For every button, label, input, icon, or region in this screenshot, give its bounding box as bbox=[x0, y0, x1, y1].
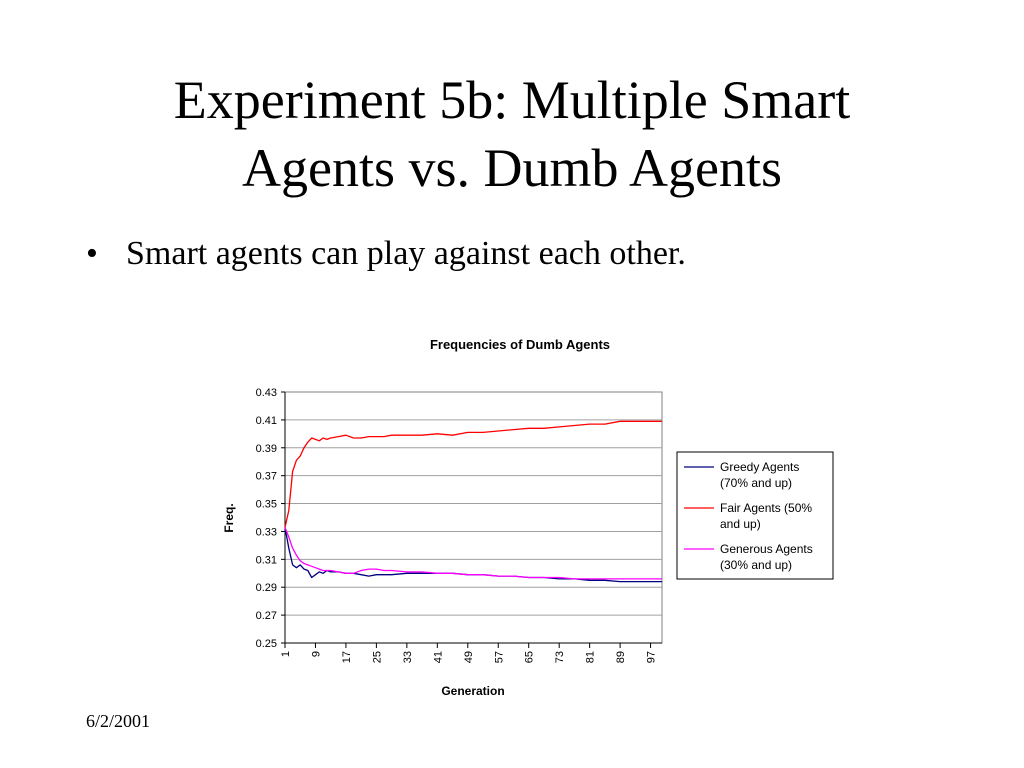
x-axis-label: Generation bbox=[441, 684, 504, 698]
y-tick-label: 0.39 bbox=[256, 443, 277, 455]
series-lines bbox=[284, 420, 662, 583]
x-tick-label: 25 bbox=[371, 651, 383, 663]
x-tick-label: 9 bbox=[310, 651, 322, 657]
chart-title: Frequencies of Dumb Agents bbox=[430, 337, 610, 352]
y-tick-label: 0.31 bbox=[256, 554, 277, 566]
x-tick-label: 49 bbox=[463, 651, 475, 663]
x-tick-label: 97 bbox=[646, 651, 658, 663]
bullet-marker: • bbox=[86, 235, 98, 272]
series-line-3 bbox=[284, 527, 662, 580]
y-tick-label: 0.41 bbox=[256, 415, 277, 427]
bullet-item: • Smart agents can play against each othe… bbox=[86, 233, 686, 275]
y-axis-label: Freq. bbox=[222, 503, 236, 532]
axes: 0.25 0.27 0.29 0.31 0.33 0.35 0.37 0.39 0.41 0.43… bbox=[256, 387, 662, 663]
x-tick-label: 57 bbox=[493, 651, 505, 663]
plot-area bbox=[284, 391, 663, 644]
x-tick-label: 17 bbox=[341, 651, 353, 663]
y-tick-label: 0.29 bbox=[256, 582, 277, 594]
legend: Greedy Agents (70% and up) Fair Agents (50… bbox=[676, 451, 834, 580]
y-tick-label: 0.43 bbox=[256, 387, 277, 399]
x-tick-label: 41 bbox=[432, 651, 444, 663]
x-tick-label: 1 bbox=[280, 651, 292, 657]
gridlines bbox=[285, 419, 662, 616]
x-tick-label: 33 bbox=[402, 651, 414, 663]
slide-title: Experiment 5b: Multiple Smart Agents vs.… bbox=[0, 66, 1024, 202]
legend-label-3: Generous Agents (30% and up) bbox=[720, 542, 813, 572]
x-tick-label: 81 bbox=[585, 651, 597, 663]
title-line-1: Experiment 5b: Multiple Smart bbox=[173, 70, 851, 130]
footer-date: 6/2/2001 bbox=[86, 711, 151, 731]
y-tick-label: 0.25 bbox=[256, 638, 277, 650]
series-line-2 bbox=[284, 420, 662, 528]
x-tick-label: 89 bbox=[615, 651, 627, 663]
title-line-2: Agents vs. Dumb Agents bbox=[242, 138, 782, 198]
y-tick-label: 0.27 bbox=[256, 610, 277, 622]
x-tick-label: 73 bbox=[554, 651, 566, 663]
x-tick-label: 65 bbox=[524, 651, 536, 663]
y-tick-label: 0.33 bbox=[256, 526, 277, 538]
y-tick-label: 0.35 bbox=[256, 499, 277, 511]
legend-box bbox=[676, 451, 834, 580]
legend-label-2: Fair Agents (50% and up) bbox=[720, 501, 812, 531]
y-tick-label: 0.37 bbox=[256, 471, 277, 483]
bullet-text: Smart agents can play against each other… bbox=[126, 235, 686, 272]
legend-label-1: Greedy Agents (70% and up) bbox=[720, 460, 799, 490]
